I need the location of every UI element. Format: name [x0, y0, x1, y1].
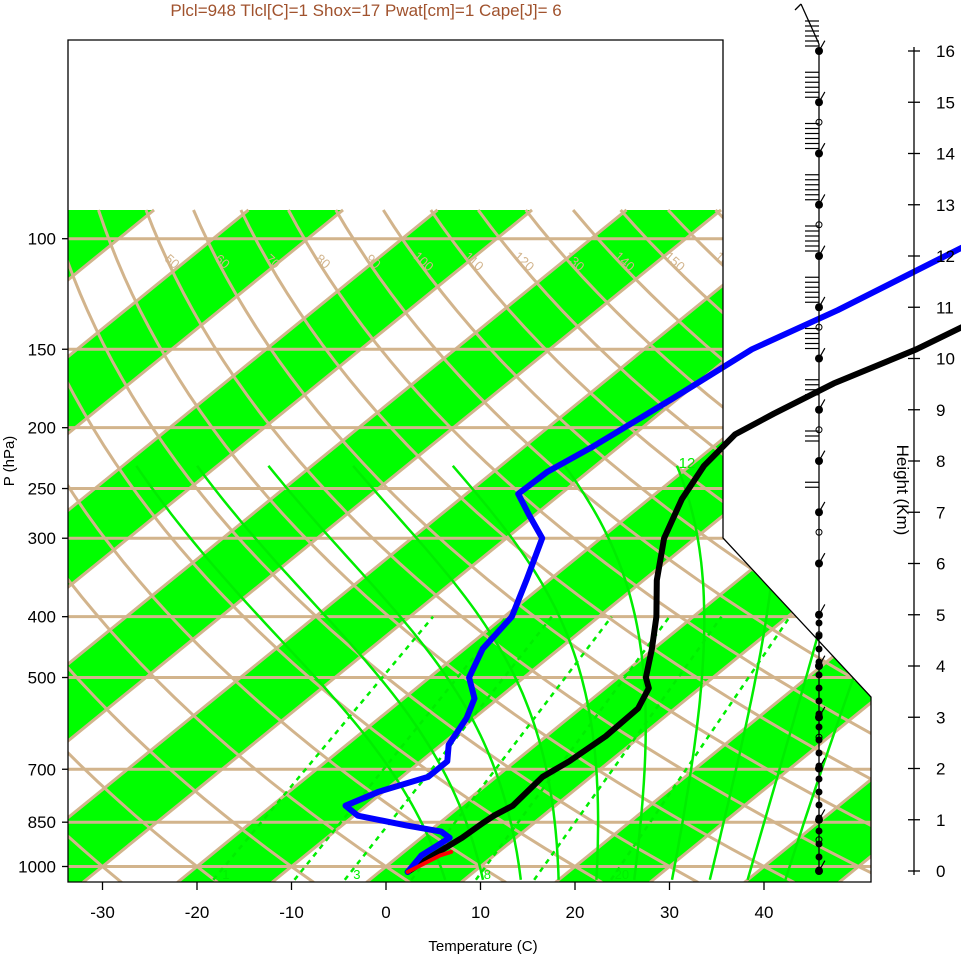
wind-obs-dot: [816, 789, 823, 796]
wind-obs-dot: [816, 854, 823, 861]
height-tick-label: 4: [936, 657, 945, 676]
mixing-ratio-label: 20: [615, 867, 629, 882]
wind-obs-dot: [816, 659, 823, 666]
height-tick-label: 6: [936, 555, 945, 574]
temperature-axis: -30 -20 -10 0 10 20 30 40: [90, 882, 773, 922]
height-tick-label: 13: [936, 196, 955, 215]
wind-obs-dot: [816, 737, 823, 744]
wind-top-barb-feather: [795, 4, 801, 10]
pressure-tick-label: 1000: [18, 858, 56, 877]
dry-adiabat-label: 120: [511, 249, 537, 275]
wind-obs-dot: [816, 620, 823, 627]
height-tick-label: 3: [936, 708, 945, 727]
wind-obs-dot: [816, 646, 823, 653]
mixing-ratio-label: 1: [222, 867, 229, 882]
pressure-tick-label: 150: [28, 340, 56, 359]
temperature-tick-label: 10: [471, 903, 490, 922]
pressure-tick-label: 700: [28, 760, 56, 779]
wind-obs-dot: [816, 776, 823, 783]
temperature-tick-label: -10: [279, 903, 304, 922]
dry-adiabat-line: [763, 210, 961, 882]
temperature-tick-label: 40: [755, 903, 774, 922]
height-tick-label: 14: [936, 145, 955, 164]
wind-obs-dot: [816, 867, 823, 874]
pressure-tick-label: 400: [28, 608, 56, 627]
dry-adiabat-line: [0, 210, 26, 882]
height-tick-label: 8: [936, 452, 945, 471]
height-tick-label: 12: [936, 247, 955, 266]
moist-adiabat-label: 12: [679, 455, 696, 472]
wind-top-barb: [801, 4, 819, 44]
height-tick-label: 5: [936, 606, 945, 625]
height-tick-label: 11: [936, 298, 954, 317]
pressure-tick-label: 500: [28, 669, 56, 688]
wind-obs-dot: [816, 698, 823, 705]
dry-adiabat-label: 80: [313, 251, 334, 272]
wind-obs-dot: [816, 841, 823, 848]
wind-obs-dot: [816, 724, 823, 731]
wind-obs-dot: [816, 802, 823, 809]
pressure-axis: 100 150 200 250 300 400 500 700 850 1000: [18, 230, 68, 877]
height-axis: 012345678910111213141516: [908, 42, 955, 881]
height-tick-label: 1: [936, 811, 945, 830]
pressure-tick-label: 250: [28, 480, 56, 499]
moist-adiabat-label: 16: [735, 455, 752, 472]
height-tick-label: 7: [936, 503, 945, 522]
wind-obs-dot: [816, 672, 823, 679]
x-axis-title: Temperature (C): [428, 938, 537, 955]
wind-obs-dot: [816, 815, 823, 822]
height-tick-label: 15: [936, 93, 955, 112]
height-tick-label: 2: [936, 760, 945, 779]
height-tick-label: 16: [936, 42, 955, 61]
temperature-tick-label: 0: [381, 903, 390, 922]
chart-title: Plcl=948 Tlcl[C]=1 Shox=17 Pwat[cm]=1 Ca…: [170, 1, 561, 20]
mixing-ratio-label: 3: [353, 867, 360, 882]
wind-obs-dot: [816, 685, 823, 692]
temperature-tick-label: 30: [660, 903, 679, 922]
height-axis-title: Height (Km): [893, 445, 912, 536]
pressure-tick-label: 200: [28, 419, 56, 438]
temperature-tick-label: 20: [566, 903, 585, 922]
wind-obs-dot: [816, 828, 823, 835]
temperature-tick-label: -20: [185, 903, 210, 922]
pressure-tick-label: 850: [28, 813, 56, 832]
wind-obs-dot: [816, 633, 823, 640]
height-tick-label: 0: [936, 862, 945, 881]
height-tick-label: 10: [936, 350, 955, 369]
wind-obs-dot: [816, 750, 823, 757]
wind-obs-dot: [816, 763, 823, 770]
y-axis-title: P (hPa): [1, 436, 18, 487]
mixing-ratio-label: 8: [484, 867, 491, 882]
moist-adiabat-label: 24: [858, 455, 875, 472]
dry-adiabat-label: 160: [712, 249, 738, 275]
pressure-tick-label: 100: [28, 230, 56, 249]
wind-obs-dot: [816, 711, 823, 718]
pressure-tick-label: 300: [28, 529, 56, 548]
height-tick-label: 9: [936, 401, 945, 420]
temperature-tick-label: -30: [90, 903, 115, 922]
